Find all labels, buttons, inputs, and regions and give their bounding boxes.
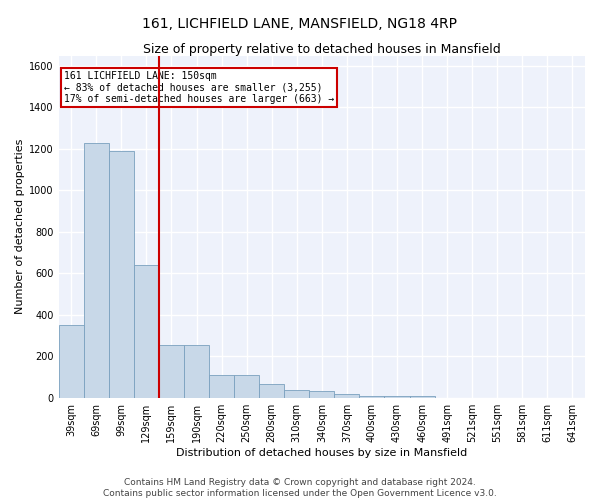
Text: 161, LICHFIELD LANE, MANSFIELD, NG18 4RP: 161, LICHFIELD LANE, MANSFIELD, NG18 4RP <box>143 18 458 32</box>
X-axis label: Distribution of detached houses by size in Mansfield: Distribution of detached houses by size … <box>176 448 467 458</box>
Bar <box>284 390 309 398</box>
Bar <box>184 345 209 398</box>
Bar <box>334 394 359 398</box>
Y-axis label: Number of detached properties: Number of detached properties <box>15 139 25 314</box>
Bar <box>359 396 385 398</box>
Bar <box>59 325 84 398</box>
Bar <box>309 392 334 398</box>
Bar <box>385 396 410 398</box>
Title: Size of property relative to detached houses in Mansfield: Size of property relative to detached ho… <box>143 42 501 56</box>
Bar <box>410 396 434 398</box>
Text: 161 LICHFIELD LANE: 150sqm
← 83% of detached houses are smaller (3,255)
17% of s: 161 LICHFIELD LANE: 150sqm ← 83% of deta… <box>64 71 334 104</box>
Bar <box>234 375 259 398</box>
Bar <box>84 142 109 398</box>
Bar <box>259 384 284 398</box>
Bar <box>109 151 134 398</box>
Bar <box>159 345 184 398</box>
Bar <box>134 265 159 398</box>
Text: Contains HM Land Registry data © Crown copyright and database right 2024.
Contai: Contains HM Land Registry data © Crown c… <box>103 478 497 498</box>
Bar <box>209 375 234 398</box>
